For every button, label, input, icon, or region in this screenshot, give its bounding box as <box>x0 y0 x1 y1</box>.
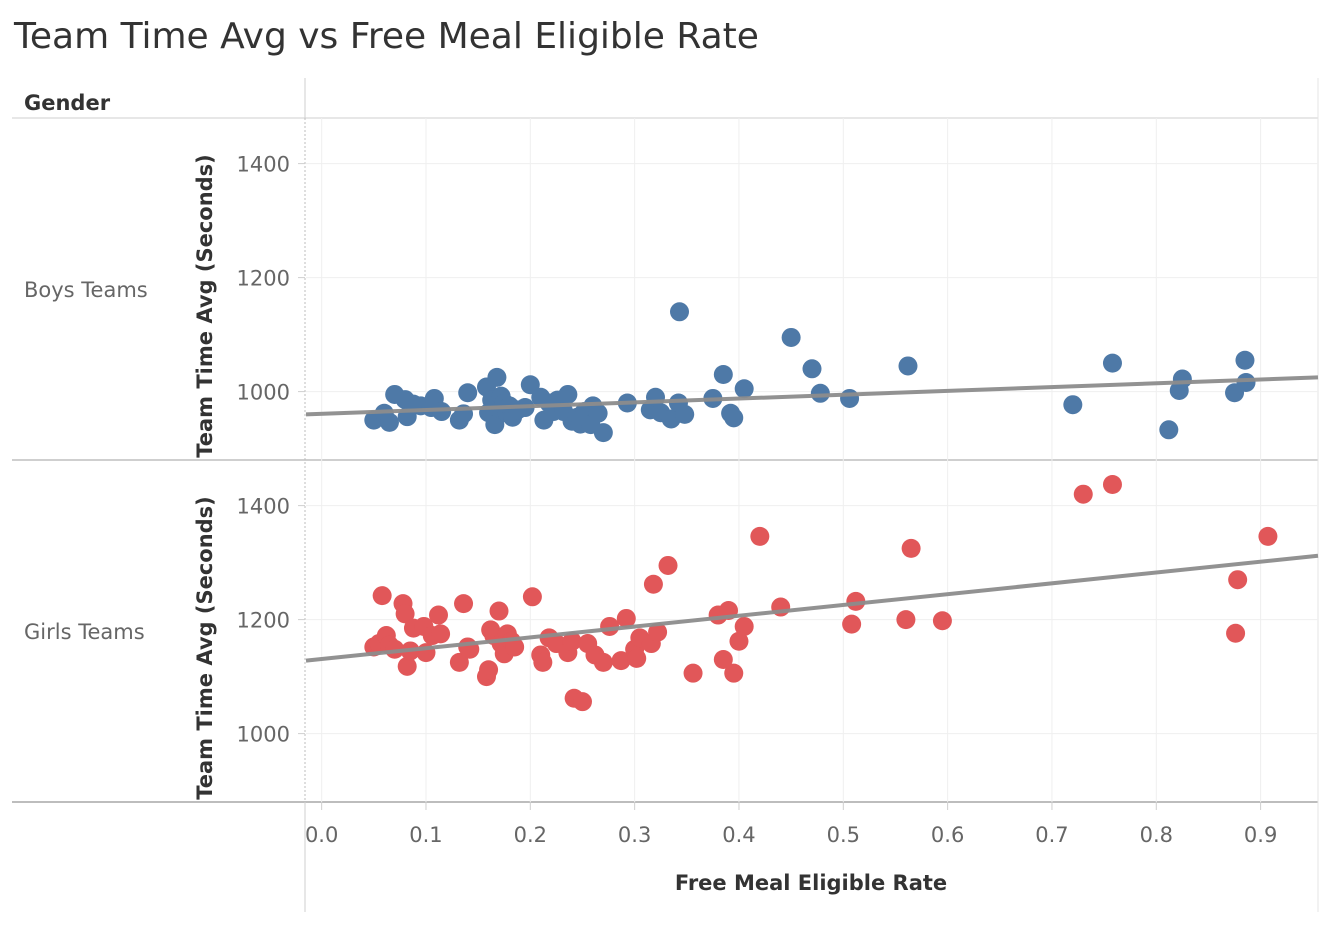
panel-row-label: Girls Teams <box>24 620 145 644</box>
data-point <box>643 574 663 594</box>
data-point <box>505 637 525 657</box>
data-point <box>648 622 668 642</box>
data-point <box>379 412 399 432</box>
data-point <box>1172 369 1192 389</box>
series-points <box>364 302 1256 443</box>
chart-frame <box>12 78 1319 912</box>
data-point <box>600 616 620 636</box>
data-point <box>593 652 613 672</box>
row-header: Gender <box>24 91 111 115</box>
data-point <box>658 555 678 575</box>
data-point <box>479 660 499 680</box>
x-tick-label: 0.1 <box>409 823 442 847</box>
x-tick-label: 0.4 <box>722 823 755 847</box>
data-point <box>729 631 749 651</box>
axis-labels: 0.0 0.1 0.2 0.3 0.4 0.5 0.6 0.7 0.8 0.9 1400 1200 10… <box>24 153 1277 847</box>
data-point <box>713 365 733 384</box>
trend-line <box>305 375 1319 417</box>
data-point <box>1102 475 1122 495</box>
x-tick-label: 0.6 <box>931 823 964 847</box>
data-point <box>593 423 613 443</box>
data-point <box>385 639 405 659</box>
y-tick-label: 1400 <box>237 495 290 519</box>
gridlines <box>298 118 1318 810</box>
data-point <box>1235 350 1255 370</box>
data-point <box>454 594 474 614</box>
data-point <box>1063 395 1083 415</box>
y-axis-label: Team Time Avg (Seconds) <box>193 496 217 800</box>
data-point <box>1159 420 1179 440</box>
data-point <box>898 356 918 376</box>
data-point <box>1073 484 1093 504</box>
data-point <box>1102 353 1122 373</box>
trend-line <box>305 553 1319 663</box>
data-point <box>428 605 448 625</box>
data-point <box>522 587 542 607</box>
y-tick-label: 1000 <box>237 381 290 405</box>
x-tick-label: 0.8 <box>1140 823 1173 847</box>
data-point <box>750 526 770 546</box>
data-point <box>734 616 754 636</box>
data-point <box>675 404 695 424</box>
data-point <box>1258 526 1278 546</box>
data-point <box>432 402 452 422</box>
panel-row-label: Boys Teams <box>24 278 148 302</box>
y-tick-label: 1400 <box>237 153 290 177</box>
data-point <box>724 408 744 428</box>
data-point <box>840 388 860 408</box>
x-tick-label: 0.7 <box>1035 823 1068 847</box>
data-point <box>781 327 801 347</box>
series-points <box>364 475 1278 712</box>
plot-marks <box>305 302 1319 712</box>
x-tick-label: 0.9 <box>1244 823 1277 847</box>
data-point <box>562 631 582 651</box>
data-point <box>431 624 451 644</box>
x-tick-label: 0.2 <box>514 823 547 847</box>
data-point <box>901 538 921 558</box>
chart-title: Team Time Avg vs Free Meal Eligible Rate <box>13 16 759 57</box>
x-tick-label: 0.5 <box>827 823 860 847</box>
data-point <box>558 384 578 404</box>
data-point <box>487 367 507 387</box>
data-point <box>713 650 733 669</box>
data-point <box>533 652 553 672</box>
data-point <box>932 611 952 631</box>
data-point <box>372 586 392 606</box>
data-point <box>896 610 916 630</box>
data-point <box>1226 623 1246 643</box>
data-point <box>627 648 647 668</box>
data-point <box>520 375 540 395</box>
data-point <box>485 415 505 435</box>
y-axis-label: Team Time Avg (Seconds) <box>193 154 217 458</box>
y-tick-label: 1200 <box>237 267 290 291</box>
y-tick-label: 1000 <box>237 723 290 747</box>
data-point <box>724 663 744 683</box>
x-tick-label: 0.3 <box>618 823 651 847</box>
data-point <box>842 614 862 634</box>
data-point <box>802 359 822 379</box>
data-point <box>611 651 631 671</box>
data-point <box>395 604 415 624</box>
data-point <box>810 383 830 403</box>
data-point <box>489 601 509 621</box>
data-point <box>616 608 636 628</box>
x-tick-label: 0.0 <box>305 823 338 847</box>
data-point <box>449 652 469 672</box>
data-point <box>572 692 592 712</box>
x-axis-label: Free Meal Eligible Rate <box>675 871 947 895</box>
data-point <box>1236 372 1256 392</box>
y-tick-label: 1200 <box>237 609 290 633</box>
data-point <box>670 302 690 322</box>
data-point <box>588 403 608 423</box>
data-point <box>458 383 478 403</box>
data-point <box>397 656 417 676</box>
data-point <box>734 379 754 399</box>
data-point <box>1228 570 1248 590</box>
data-point <box>683 663 703 683</box>
